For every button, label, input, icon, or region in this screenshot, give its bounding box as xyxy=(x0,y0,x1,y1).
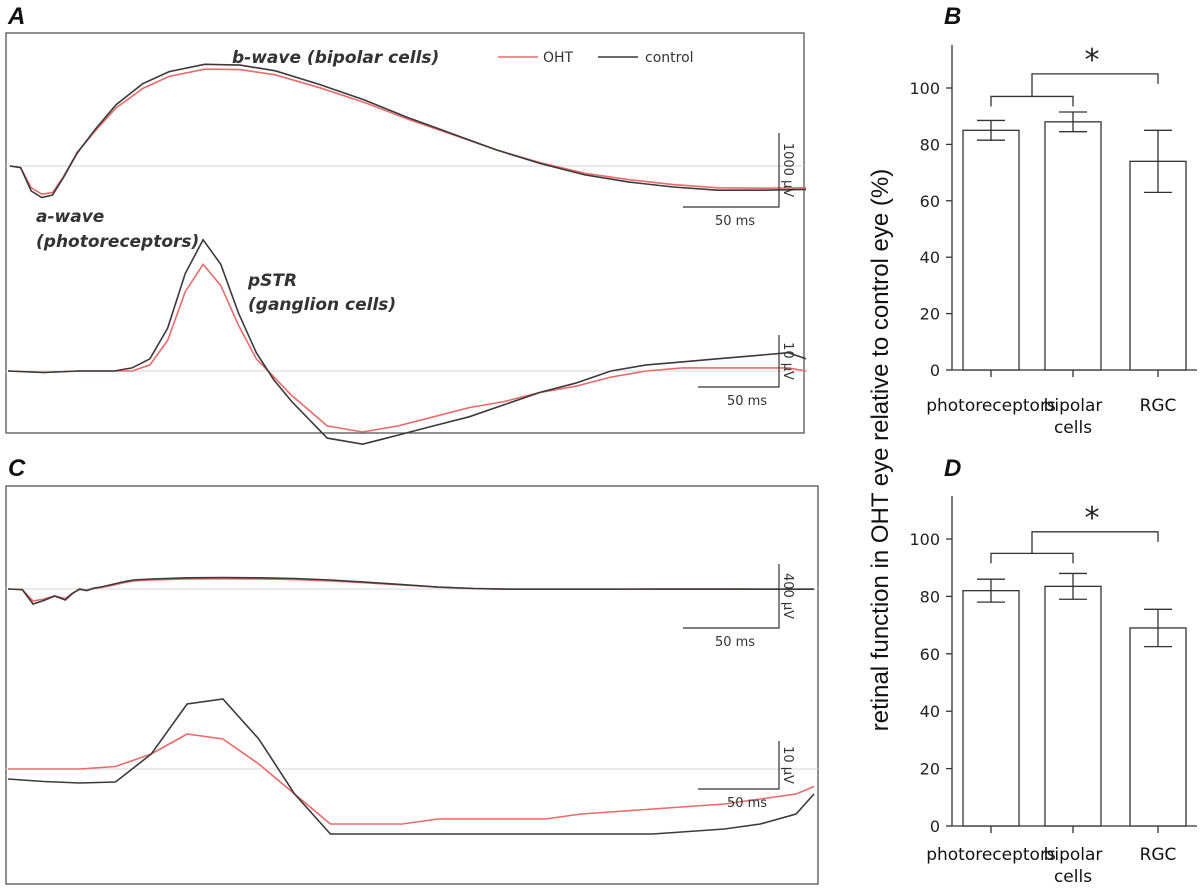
trace-a-erg-oht xyxy=(9,68,807,196)
category-label-b-1: cells xyxy=(1054,418,1092,438)
significance-bracket-inner-b xyxy=(990,95,1074,107)
y-tick-label-d: 100 xyxy=(909,530,940,549)
category-label-d-2: RGC xyxy=(1140,845,1177,865)
error-bar-d-2 xyxy=(1144,608,1172,648)
bar-d-1 xyxy=(1044,585,1102,827)
y-tick-label-b: 0 xyxy=(930,361,940,380)
category-label-d-0: photoreceptors xyxy=(926,845,1056,865)
legend-label-control: control xyxy=(645,50,694,66)
scale-bar-a-pstr xyxy=(698,335,780,388)
trace-c-pstr-oht xyxy=(8,733,815,825)
category-label-d-1: bipolar xyxy=(1044,845,1103,865)
panel-frame-c xyxy=(5,485,819,885)
scale-bar-a-erg xyxy=(683,133,780,208)
significance-bracket-outer-d xyxy=(1031,531,1159,554)
scale-bar-time-label: 50 ms xyxy=(715,635,755,650)
y-tick-label-b: 80 xyxy=(920,135,940,154)
annotation-b-wave: b-wave (bipolar cells) xyxy=(232,48,439,68)
shared-y-axis-label: retinal function in OHT eye relative to … xyxy=(867,169,894,731)
bar-b-1 xyxy=(1044,121,1102,371)
annotation-ganglion-cells: (ganglion cells) xyxy=(248,295,396,315)
y-tick-label-d: 60 xyxy=(920,645,940,664)
trace-a-pstr-oht xyxy=(7,262,807,433)
legend-label-oht: OHT xyxy=(543,50,574,66)
trace-a-pstr-control xyxy=(7,238,807,446)
y-tick-label-b: 100 xyxy=(909,79,940,98)
y-tick-label-b: 60 xyxy=(920,192,940,211)
trace-c-erg-oht xyxy=(7,577,815,602)
category-label-b-2: RGC xyxy=(1140,396,1177,416)
annotation-photoreceptors: (photoreceptors) xyxy=(36,232,199,252)
bar-d-0 xyxy=(962,590,1020,827)
annotation-a-wave: a-wave xyxy=(36,207,104,227)
error-bar-b-1 xyxy=(1059,111,1087,133)
bar-b-0 xyxy=(962,129,1020,371)
significance-marker-b: * xyxy=(1085,43,1100,78)
scale-bar-time-label: 50 ms xyxy=(727,394,767,409)
significance-bracket-inner-d xyxy=(990,552,1074,564)
annotation-pstr: pSTR xyxy=(247,271,297,291)
scale-bar-voltage-label: 400 µV xyxy=(780,573,795,619)
panel-letter-b: B xyxy=(944,3,961,30)
category-label-d-1: cells xyxy=(1054,867,1092,887)
trace-c-pstr-control xyxy=(7,698,815,835)
error-bar-b-0 xyxy=(977,119,1005,141)
error-bar-b-2 xyxy=(1144,129,1172,193)
scale-bar-voltage-label: 1000 µV xyxy=(780,143,795,197)
category-label-b-0: photoreceptors xyxy=(926,396,1056,416)
y-tick-label-d: 0 xyxy=(930,817,940,836)
y-tick-label-d: 20 xyxy=(920,760,940,779)
scale-bar-voltage-label: 10 µV xyxy=(780,746,795,784)
scale-bar-time-label: 50 ms xyxy=(715,214,755,229)
scale-bar-voltage-label: 10 µV xyxy=(780,342,795,380)
y-tick-label-d: 80 xyxy=(920,587,940,606)
scale-bar-c-erg xyxy=(683,564,780,629)
panel-letter-c: C xyxy=(8,455,26,482)
error-bar-d-1 xyxy=(1059,572,1087,600)
scale-bar-time-label: 50 ms xyxy=(727,796,767,811)
significance-bracket-outer-b xyxy=(1031,73,1159,97)
trace-c-erg-control xyxy=(7,576,815,605)
y-tick-label-b: 40 xyxy=(920,248,940,267)
scale-bar-c-pstr xyxy=(698,741,780,790)
bar-d-2 xyxy=(1129,627,1187,827)
y-tick-label-d: 40 xyxy=(920,702,940,721)
panel-letter-a: A xyxy=(7,3,25,30)
error-bar-d-0 xyxy=(977,578,1005,603)
category-label-b-1: bipolar xyxy=(1044,396,1103,416)
panel-letter-d: D xyxy=(944,455,961,482)
trace-a-erg-control xyxy=(9,63,807,199)
y-tick-label-b: 20 xyxy=(920,305,940,324)
significance-marker-d: * xyxy=(1085,501,1100,536)
